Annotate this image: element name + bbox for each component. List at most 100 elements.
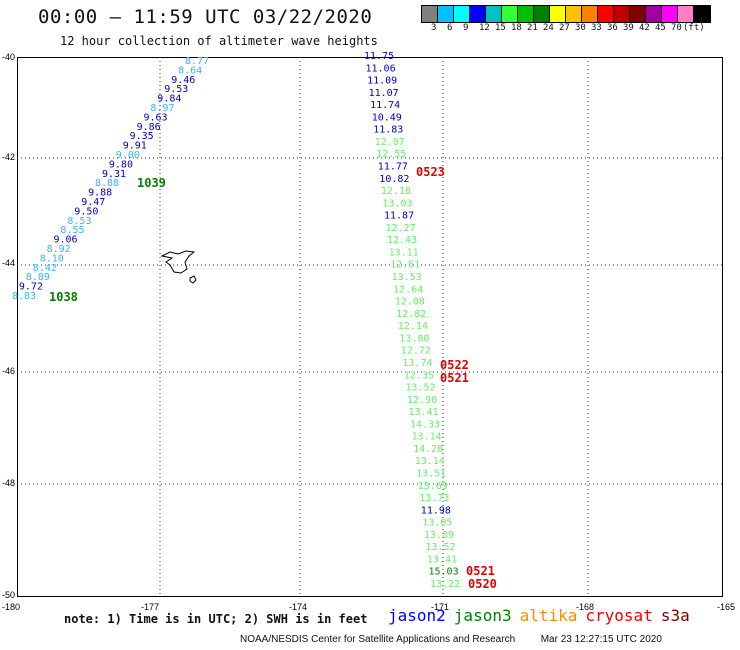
colorbar-swatch	[646, 6, 662, 22]
colorbar-label: 18	[511, 23, 522, 33]
pass-time-label: 0522	[440, 358, 469, 372]
lon-tick-label: -165	[717, 602, 735, 612]
wave-height-label: 13.51	[416, 469, 446, 480]
colorbar-label: 12	[479, 23, 490, 33]
wave-height-label: 8.83	[12, 291, 36, 302]
lon-tick-label: -174	[289, 602, 307, 612]
lat-tick-label: -44	[2, 258, 15, 268]
colorbar-swatch	[470, 6, 486, 22]
wave-height-label: 9.47	[81, 197, 105, 208]
pass-time-label: 0521	[466, 564, 495, 578]
wave-height-label: 12.14	[398, 321, 428, 332]
wave-height-label: 13.89	[424, 530, 454, 541]
colorbar-label: (ft)	[683, 23, 705, 33]
footer-credit: NOAA/NESDIS Center for Satellite Applica…	[240, 634, 662, 645]
wave-height-label: 15.03	[429, 567, 459, 578]
wave-height-label: 11.77	[378, 162, 408, 173]
legend-altika: altika	[519, 606, 578, 625]
lat-tick-label: -40	[2, 52, 15, 62]
wave-height-label: 8.77	[185, 56, 209, 67]
wave-height-label: 11.06	[366, 63, 396, 74]
colorbar-swatch	[694, 6, 710, 22]
pass-time-label: 0521	[440, 371, 469, 385]
wave-height-label: 8.64	[178, 65, 202, 76]
wave-height-label: 8.92	[47, 244, 71, 255]
island-outline	[189, 275, 197, 284]
wave-height-label: 13.41	[409, 407, 439, 418]
wave-height-label: 13.69	[418, 481, 448, 492]
island-outline	[160, 250, 196, 274]
pass-time-label: 1039	[137, 176, 166, 190]
wave-height-label: 12.55	[376, 149, 406, 160]
lat-tick-label: -50	[2, 590, 15, 600]
wave-height-label: 11.74	[370, 100, 400, 111]
lon-tick-label: -177	[141, 602, 159, 612]
wave-height-label: 9.53	[164, 84, 188, 95]
wave-height-label: 8.55	[60, 225, 84, 236]
colorbar-label: 21	[527, 23, 538, 33]
colorbar-label: 42	[639, 23, 650, 33]
wave-height-label: 12.51	[390, 260, 420, 271]
colorbar-swatch	[630, 6, 646, 22]
wave-height-label: 12.64	[393, 284, 423, 295]
colorbar-label: 15	[495, 23, 506, 33]
map-frame	[17, 57, 723, 597]
wave-height-label: 9.63	[144, 112, 168, 123]
wave-height-label: 8.42	[33, 263, 57, 274]
colorbar-label: 36	[607, 23, 618, 33]
wave-height-label: 13.14	[412, 432, 442, 443]
wave-height-label: 8.97	[150, 103, 174, 114]
wave-height-label: 11.98	[421, 505, 451, 516]
wave-height-label: 14.33	[410, 419, 440, 430]
colorbar-label: 6	[447, 23, 453, 33]
wave-height-colorbar	[421, 5, 711, 23]
wave-height-label: 10.49	[372, 112, 402, 123]
wave-height-label: 9.72	[19, 282, 43, 293]
pass-time-label: 1038	[49, 290, 78, 304]
wave-height-label: 13.80	[399, 333, 429, 344]
wave-height-label: 13.53	[392, 272, 422, 283]
wave-height-label: 13.05	[422, 518, 452, 529]
wave-height-label: 13.74	[402, 358, 432, 369]
lon-tick-label: -168	[576, 602, 594, 612]
colorbar-label: 9	[463, 23, 469, 33]
colorbar-swatch	[438, 6, 454, 22]
wave-height-label: 8.88	[95, 178, 119, 189]
lat-tick-label: -42	[2, 152, 15, 162]
wave-height-label: 8.10	[40, 253, 64, 264]
wave-height-label: 11.83	[373, 125, 403, 136]
wave-height-label: 11.75	[364, 51, 394, 62]
wave-height-label: 12.90	[407, 395, 437, 406]
colorbar-swatch	[422, 6, 438, 22]
wave-height-label: 13.22	[430, 579, 460, 590]
wave-height-label: 12.08	[395, 297, 425, 308]
colorbar-label: 33	[591, 23, 602, 33]
colorbar-label: 39	[623, 23, 634, 33]
colorbar-label: 70	[671, 23, 682, 33]
wave-height-label: 9.80	[109, 159, 133, 170]
wave-height-label: 13.52	[425, 542, 455, 553]
colorbar-swatch	[534, 6, 550, 22]
pass-time-label: 0520	[468, 577, 497, 591]
colorbar-swatch	[502, 6, 518, 22]
credit-text: NOAA/NESDIS Center for Satellite Applica…	[240, 634, 516, 645]
colorbar-label: 24	[543, 23, 554, 33]
wave-height-label: 12.35	[404, 370, 434, 381]
units-note: note: 1) Time is in UTC; 2) SWH is in fe…	[64, 612, 368, 626]
wave-height-label: 11.87	[384, 211, 414, 222]
lon-tick-label: -171	[431, 602, 449, 612]
colorbar-swatch	[454, 6, 470, 22]
wave-height-label: 11.09	[367, 76, 397, 87]
timestamp-text: Mar 23 12:27:15 UTC 2020	[540, 634, 662, 645]
colorbar-label: 27	[559, 23, 570, 33]
wave-height-label: 11.07	[369, 88, 399, 99]
wave-height-label: 9.50	[74, 206, 98, 217]
colorbar-swatch	[550, 6, 566, 22]
wave-height-label: 12.72	[401, 346, 431, 357]
wave-height-label: 12.27	[386, 223, 416, 234]
wave-height-label: 9.46	[171, 75, 195, 86]
wave-height-label: 12.43	[387, 235, 417, 246]
colorbar-swatch	[566, 6, 582, 22]
map-subtitle: 12 hour collection of altimeter wave hei…	[60, 34, 378, 48]
